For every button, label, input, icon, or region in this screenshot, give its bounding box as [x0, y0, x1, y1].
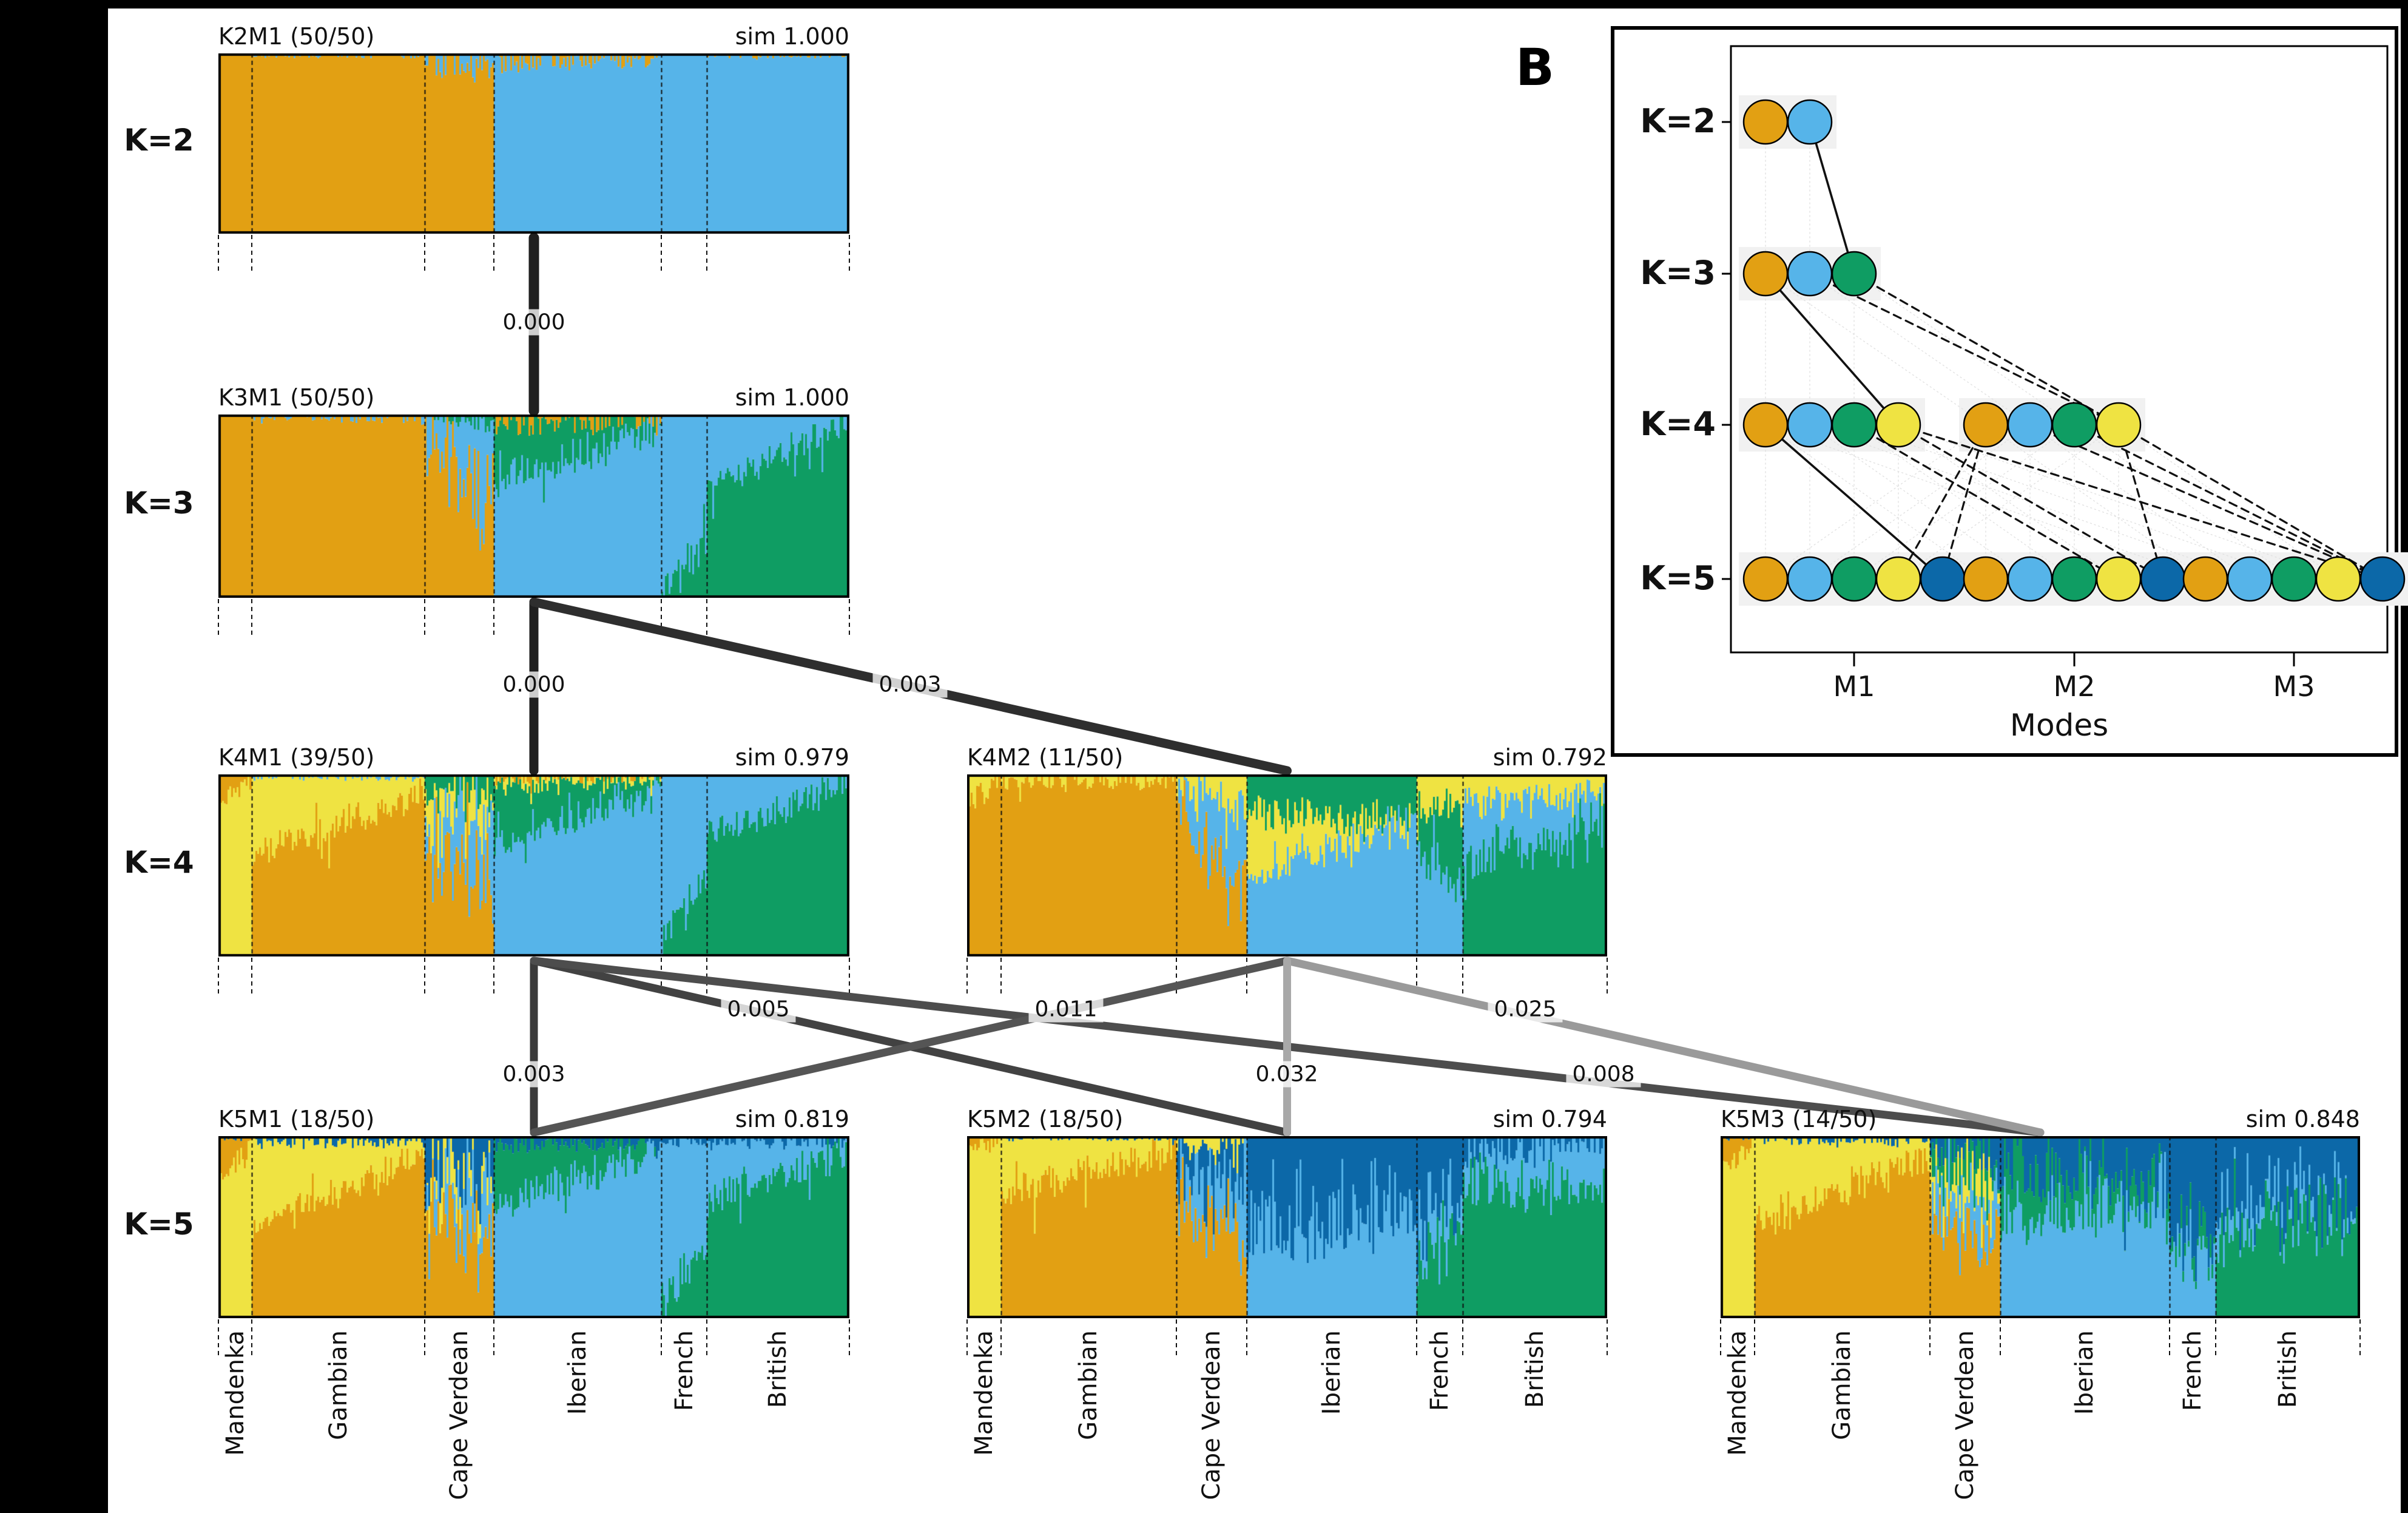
- plot-sim-K4M1: sim 0.979: [735, 744, 849, 771]
- panel-b-ylabel-K=4: K=4: [1640, 405, 1716, 443]
- admixture-plot-K3M1: [218, 415, 849, 598]
- panel-b-xaxis-label: Modes: [2009, 708, 2109, 743]
- pop-label-K5M3-3: Iberian: [2071, 1330, 2099, 1415]
- pop-label-K5M2-0: Mandenka: [970, 1330, 998, 1456]
- cluster-node-K=4-M2-y: [2096, 402, 2142, 448]
- cluster-node-K=3-M1-g: [1831, 251, 1877, 297]
- pop-label-K5M3-5: British: [2273, 1330, 2302, 1408]
- k-row-label-K=5: K=5: [124, 1207, 194, 1242]
- plot-sim-K2M1: sim 1.000: [735, 23, 849, 50]
- pop-label-K5M1-2: Cape Verdean: [445, 1330, 474, 1500]
- cluster-node-K=4-M1-y: [1875, 402, 1921, 448]
- pop-label-K5M2-5: British: [1520, 1330, 1549, 1408]
- k-row-label-K=4: K=4: [124, 845, 194, 880]
- edge-cost-label-K4M1-K5M1: 0.003: [496, 1061, 572, 1088]
- admixture-plot-K4M1: [218, 774, 849, 956]
- plot-sim-K4M2: sim 0.792: [1492, 744, 1607, 771]
- pop-label-K5M2-3: Iberian: [1317, 1330, 1346, 1415]
- panel-b-axes: [1730, 45, 2389, 654]
- plot-title-K3M1: K3M1 (50/50): [218, 384, 375, 411]
- admixture-plot-K5M1: [218, 1136, 849, 1318]
- edge-line: [530, 956, 1291, 1137]
- pop-label-K5M3-0: Mandenka: [1723, 1330, 1752, 1456]
- panel-b-ylabel-K=5: K=5: [1640, 559, 1716, 597]
- edge-line: [1853, 272, 2120, 426]
- plot-sim-K3M1: sim 1.000: [735, 384, 849, 411]
- edge-line: [1764, 272, 1900, 426]
- panel-b-frame: [1611, 26, 2398, 757]
- plot-sim-K5M3: sim 0.848: [2245, 1106, 2360, 1132]
- pop-label-K5M1-3: Iberian: [564, 1330, 592, 1415]
- edge-cost-label-K3M1-K4M1: 0.000: [496, 671, 572, 698]
- admixture-plot-K5M3: [1721, 1136, 2360, 1318]
- edge-line: [1809, 272, 2120, 426]
- pop-label-K5M1-5: British: [764, 1330, 792, 1408]
- plot-sim-K5M1: sim 0.819: [735, 1106, 849, 1132]
- admixture-plot-K2M1: [218, 53, 849, 234]
- edge-line: [1283, 956, 2045, 1137]
- panel-b-ylabel-K=2: K=2: [1640, 102, 1716, 140]
- edge-cost-label-K4M1-K5M3: 0.008: [1566, 1061, 1641, 1088]
- pop-label-K5M3-1: Gambian: [1828, 1330, 1857, 1440]
- plot-title-K2M1: K2M1 (50/50): [218, 23, 375, 50]
- cluster-node-K=2-M1-lb: [1787, 99, 1833, 145]
- edge-line: [1809, 424, 2250, 580]
- edge-line: [1809, 121, 1855, 275]
- edge-cost-label-K4M1-K5M2: 0.005: [721, 996, 796, 1023]
- pop-label-K5M1-4: French: [670, 1330, 698, 1411]
- admixture-plot-K4M2: [967, 774, 1607, 956]
- pop-label-K5M2-4: French: [1425, 1330, 1454, 1411]
- panel-b-ylabel-K=3: K=3: [1640, 254, 1716, 292]
- panel-b-xtick-M3: M3: [2273, 670, 2315, 703]
- edge-line: [1765, 424, 2206, 580]
- edge-line: [2117, 424, 2384, 580]
- edge-cost-label-K3M1-K4M2: 0.003: [872, 671, 948, 698]
- edge-line: [2073, 424, 2384, 580]
- k-row-label-K=2: K=2: [124, 123, 194, 158]
- edge-line: [1897, 424, 2164, 580]
- edge-line: [1853, 424, 2120, 580]
- cluster-node-K=5-M3-db: [2359, 556, 2406, 602]
- edge-line: [2029, 424, 2384, 580]
- plot-title-K5M1: K5M1 (18/50): [218, 1106, 375, 1132]
- panel-b-letter: B: [1516, 38, 1555, 97]
- pop-label-K5M2-1: Gambian: [1074, 1330, 1103, 1440]
- admixture-plot-K5M2: [967, 1136, 1607, 1318]
- plot-title-K4M2: K4M2 (11/50): [967, 744, 1124, 771]
- plot-title-K5M2: K5M2 (18/50): [967, 1106, 1124, 1132]
- edge-cost-label-K4M2-K5M2: 0.032: [1249, 1061, 1324, 1088]
- edge-cost-label-K4M2-K5M1: 0.011: [1028, 996, 1104, 1023]
- pop-label-K5M2-2: Cape Verdean: [1198, 1330, 1226, 1500]
- edge-cost-label-K4M2-K5M3: 0.025: [1488, 996, 1563, 1023]
- edge-cost-label-K2M1-K3M1: 0.000: [496, 309, 572, 336]
- pop-label-K5M1-1: Gambian: [324, 1330, 352, 1440]
- pop-label-K5M3-2: Cape Verdean: [1951, 1330, 1979, 1500]
- pop-label-K5M3-4: French: [2178, 1330, 2207, 1411]
- plot-sim-K5M2: sim 0.794: [1492, 1106, 1607, 1132]
- panel-b-xtick-M2: M2: [2053, 670, 2096, 703]
- edge-line: [1941, 424, 1987, 580]
- plot-title-K4M1: K4M1 (39/50): [218, 744, 375, 771]
- pop-label-K5M1-0: Mandenka: [221, 1330, 249, 1456]
- edge-line: [1764, 424, 1944, 580]
- edge-line: [1853, 424, 2295, 580]
- k-row-label-K=3: K=3: [124, 486, 194, 521]
- plot-title-K5M3: K5M3 (14/50): [1721, 1106, 1877, 1132]
- panel-b-xtick-M1: M1: [1833, 670, 1875, 703]
